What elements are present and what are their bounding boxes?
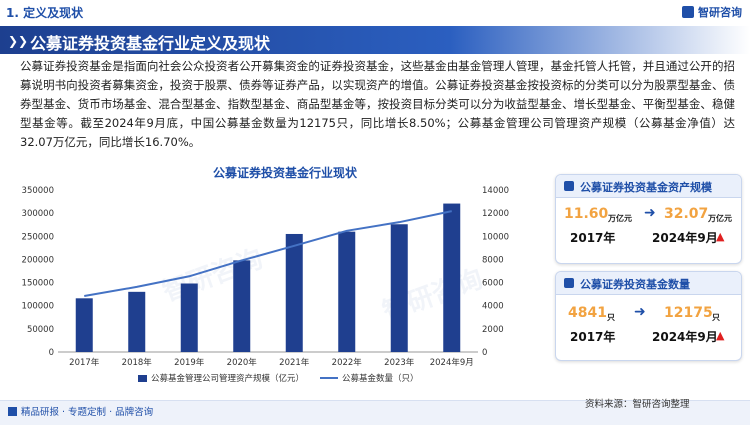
from-label: 2017年 xyxy=(570,330,616,344)
y-tick-label: 150000 xyxy=(22,279,54,289)
top-bar: 1. 定义及现状 智研咨询 xyxy=(0,0,750,26)
to-label: 2024年9月 xyxy=(652,231,718,245)
from-unit: 只 xyxy=(607,313,615,322)
brand: 智研咨询 xyxy=(682,4,742,20)
y2-tick-label: 10000 xyxy=(482,232,509,242)
double-chevron-icon: ❯❯ xyxy=(8,34,29,48)
page-title: 公募证券投资基金行业定义及现状 xyxy=(30,34,271,53)
bar xyxy=(390,224,408,352)
to-value: 12175 xyxy=(664,305,713,321)
y-tick-label: 350000 xyxy=(22,186,54,196)
y-tick-label: 0 xyxy=(49,348,54,358)
legend-line-label: 公募基金数量（只） xyxy=(342,373,419,384)
footer-square-icon xyxy=(8,406,17,416)
from-value: 4841 xyxy=(568,305,607,321)
x-tick-label: 2018年 xyxy=(122,357,153,368)
source-note: 资料来源：智研咨询整理 xyxy=(585,399,690,410)
y2-tick-label: 6000 xyxy=(482,279,504,289)
brand-logo-icon xyxy=(682,6,694,18)
right-arrow-icon: ➜ xyxy=(644,205,656,221)
y2-tick-label: 0 xyxy=(482,348,487,358)
footer-bar xyxy=(0,400,750,425)
chart: 0500001000001500002000002500003000003500… xyxy=(22,186,510,384)
bar xyxy=(233,260,251,352)
y2-tick-label: 12000 xyxy=(482,209,509,219)
y-tick-label: 250000 xyxy=(22,232,54,242)
fund-count-card: 公募证券投资基金数量 4841 只 ➜ 12175 只 2017年 2024年9… xyxy=(555,271,742,361)
bar xyxy=(443,203,461,352)
from-value: 11.60 xyxy=(564,206,609,222)
up-arrow-icon: ▲ xyxy=(716,230,725,243)
y2-tick-label: 2000 xyxy=(482,325,504,335)
y-tick-label: 50000 xyxy=(27,325,54,335)
card-title: 公募证券投资基金资产规模 xyxy=(580,181,712,194)
bar xyxy=(285,233,303,352)
brand-name: 智研咨询 xyxy=(698,6,742,19)
y-tick-label: 100000 xyxy=(22,302,54,312)
x-tick-label: 2023年 xyxy=(384,357,415,368)
x-tick-label: 2020年 xyxy=(227,357,258,368)
card-marker-icon xyxy=(564,181,574,191)
to-unit: 万亿元 xyxy=(708,214,732,223)
bar xyxy=(75,298,93,352)
asset-scale-card: 公募证券投资基金资产规模 11.60 万亿元 ➜ 32.07 万亿元 2017年… xyxy=(555,174,742,264)
to-label: 2024年9月 xyxy=(652,330,718,344)
x-tick-label: 2024年9月 xyxy=(430,357,474,368)
y2-tick-label: 8000 xyxy=(482,255,504,265)
card-title: 公募证券投资基金数量 xyxy=(580,278,690,291)
card-marker-icon xyxy=(564,278,574,288)
footer-tagline: 精品研报 · 专题定制 · 品牌咨询 xyxy=(8,404,153,418)
card-header: 公募证券投资基金数量 xyxy=(556,272,741,295)
y2-tick-label: 14000 xyxy=(482,186,509,196)
card-header: 公募证券投资基金资产规模 xyxy=(556,175,741,198)
from-unit: 万亿元 xyxy=(608,214,632,223)
legend-bar-label: 公募基金管理公司管理资产规模（亿元） xyxy=(151,373,304,384)
right-arrow-icon: ➜ xyxy=(634,304,646,320)
bar xyxy=(338,231,356,352)
bar xyxy=(128,291,146,352)
y-tick-label: 200000 xyxy=(22,255,54,265)
to-unit: 只 xyxy=(712,313,720,322)
x-tick-label: 2019年 xyxy=(174,357,205,368)
y-tick-label: 300000 xyxy=(22,209,54,219)
section-label: 1. 定义及现状 xyxy=(6,6,84,20)
x-tick-label: 2021年 xyxy=(279,357,310,368)
bar xyxy=(180,283,198,352)
chart-title: 公募证券投资基金行业现状 xyxy=(212,166,357,180)
series-line xyxy=(84,210,452,297)
y2-tick-label: 4000 xyxy=(482,302,504,312)
title-banner: ❯❯ 公募证券投资基金行业定义及现状 xyxy=(0,26,750,54)
to-value: 32.07 xyxy=(664,206,709,222)
x-tick-label: 2017年 xyxy=(69,357,100,368)
legend-bar-swatch xyxy=(138,375,147,382)
footer-text: 精品研报 · 专题定制 · 品牌咨询 xyxy=(21,407,154,418)
description-paragraph: 公募证券投资基金是指面向社会公众投资者公开募集资金的证券投资基金，这些基金由基金… xyxy=(20,59,735,149)
x-tick-label: 2022年 xyxy=(332,357,363,368)
from-label: 2017年 xyxy=(570,231,616,245)
up-arrow-icon: ▲ xyxy=(716,329,725,342)
